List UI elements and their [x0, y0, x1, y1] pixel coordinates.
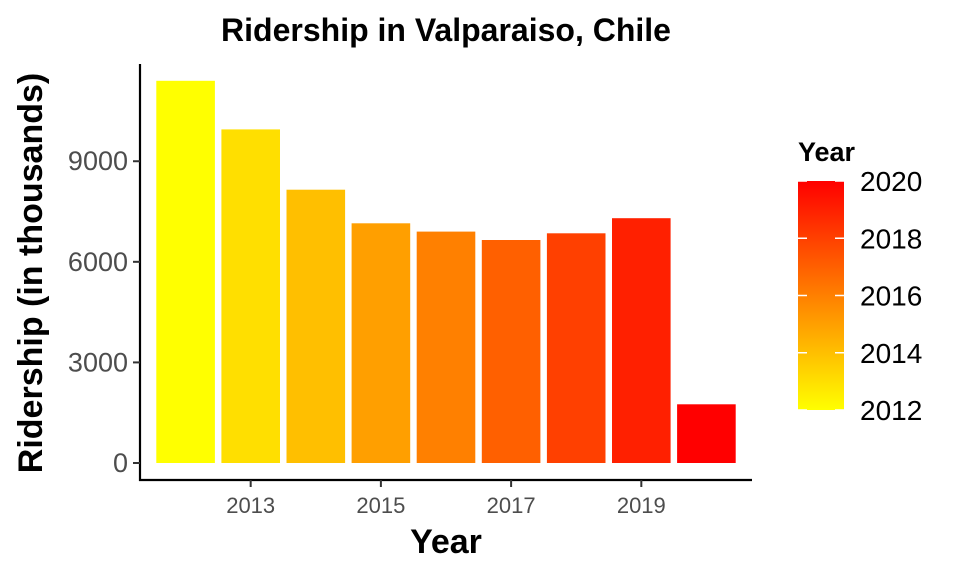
x-axis-title: Year: [410, 523, 482, 561]
legend-label: 2012: [860, 395, 922, 426]
x-tick-label: 2013: [226, 493, 275, 518]
y-tick-label: 9000: [68, 146, 128, 176]
y-tick-label: 3000: [68, 347, 128, 377]
y-ticks-group: 0 3000 6000 9000: [68, 146, 140, 478]
y-tick-label: 6000: [68, 247, 128, 277]
bars-group: [156, 80, 736, 464]
bar-2016: [416, 231, 476, 463]
bar-2020: [677, 404, 736, 463]
bar-2017: [481, 240, 541, 463]
y-axis-title: Ridership (in thousands): [12, 73, 50, 473]
x-tick-label: 2015: [356, 493, 405, 518]
legend-label: 2014: [860, 338, 922, 369]
bar-2014: [286, 189, 346, 463]
x-ticks-group: 2013 2015 2017 2019: [226, 480, 666, 518]
x-tick-label: 2017: [487, 493, 536, 518]
y-tick-label: 0: [113, 448, 128, 478]
legend-label: 2016: [860, 281, 922, 312]
bar-2013: [221, 129, 280, 463]
bar-2019: [612, 218, 671, 463]
legend-label: 2018: [860, 223, 922, 254]
bar-2012: [156, 80, 215, 464]
legend: Year 2020 2018 2016 2014 2012: [798, 137, 922, 426]
bar-2018: [546, 233, 606, 463]
bar-2015: [351, 223, 411, 463]
chart-title: Ridership in Valparaiso, Chile: [221, 12, 671, 48]
legend-title: Year: [798, 137, 856, 167]
legend-label: 2020: [860, 166, 922, 197]
legend-ticks-group: 2020 2018 2016 2014 2012: [798, 166, 922, 426]
x-tick-label: 2019: [617, 493, 666, 518]
